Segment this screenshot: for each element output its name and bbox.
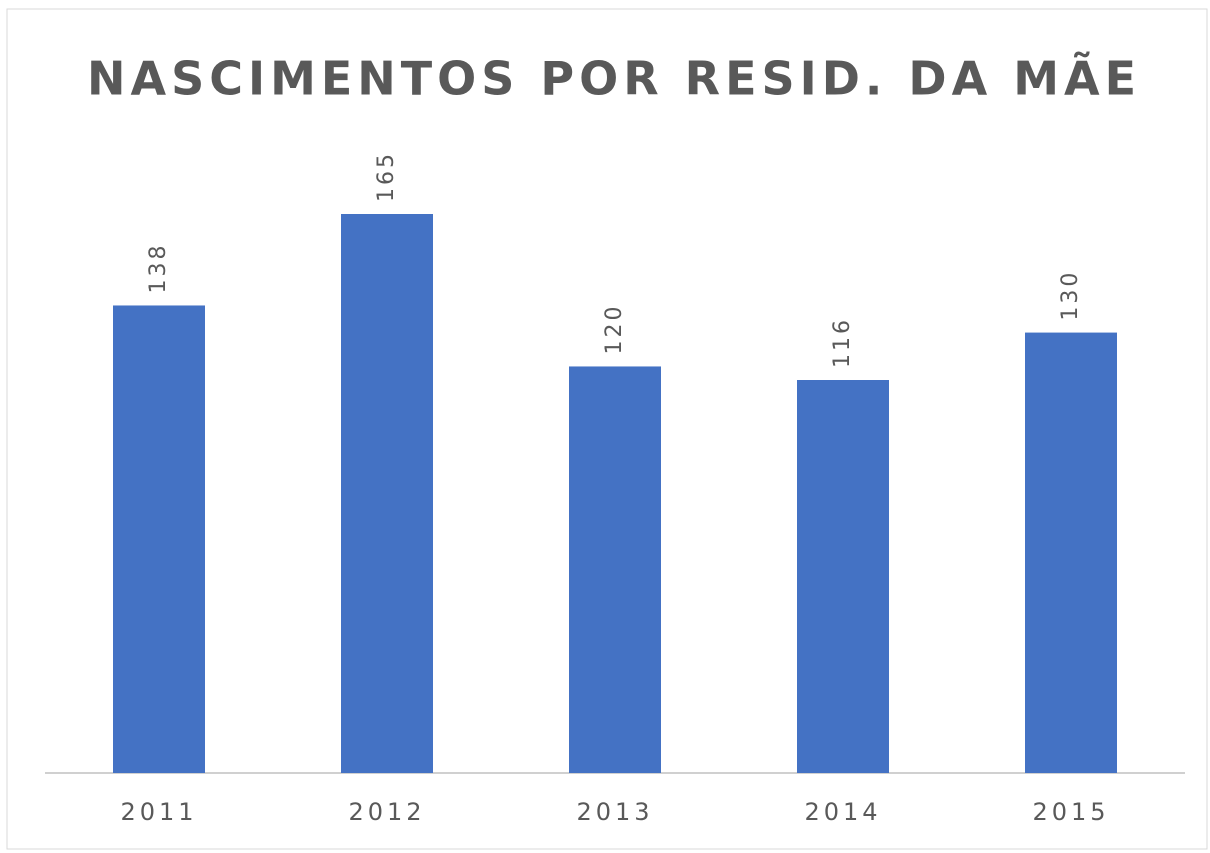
bar (1025, 332, 1117, 773)
data-label: 116 (830, 317, 855, 368)
x-tick-label: 2013 (576, 798, 653, 826)
bar (569, 366, 661, 773)
data-label: 130 (1058, 270, 1083, 321)
x-tick-label: 2015 (1032, 798, 1109, 826)
bar (113, 305, 205, 773)
data-label: 120 (602, 303, 627, 354)
x-tick-label: 2014 (804, 798, 881, 826)
x-tick-label: 2011 (120, 798, 197, 826)
chart-title: NASCIMENTOS POR RESID. DA MÃE (87, 51, 1141, 106)
bar (797, 380, 889, 773)
x-tick-label: 2012 (348, 798, 425, 826)
bar (341, 214, 433, 773)
data-label: 165 (374, 151, 399, 202)
data-label: 138 (146, 242, 171, 293)
